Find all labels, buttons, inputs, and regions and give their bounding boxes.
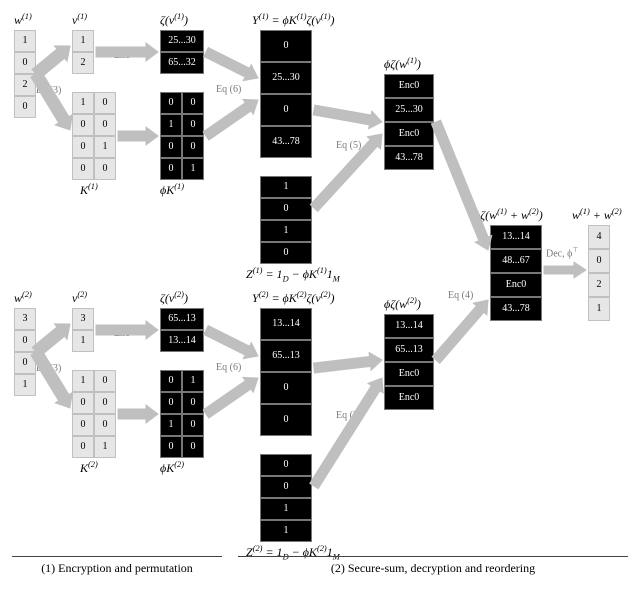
arr-sum-wsum	[0, 0, 640, 595]
section-2: (2) Secure-sum, decryption and reorderin…	[238, 556, 628, 576]
section-1: (1) Encryption and permutation	[12, 556, 222, 576]
